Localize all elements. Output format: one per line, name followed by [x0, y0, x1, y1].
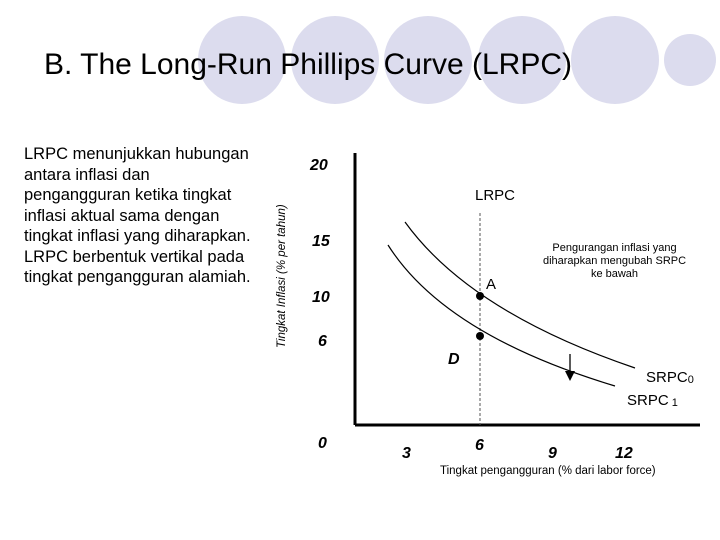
point-d-label: D [448, 351, 460, 368]
lrpc-label: LRPC [475, 187, 515, 204]
srpc1-label: SRPC 1 [627, 392, 678, 409]
x-tick-6: 6 [475, 437, 484, 454]
x-tick-12: 12 [615, 445, 633, 462]
srpc0-label: SRPC0 [646, 369, 694, 386]
x-tick-9: 9 [548, 445, 557, 462]
deco-circle-2 [291, 16, 379, 104]
x-tick-3: 3 [402, 445, 411, 462]
point-a [476, 292, 484, 300]
point-a-label: A [486, 276, 496, 293]
description-text: LRPC menunjukkan hubungan antara inflasi… [24, 145, 251, 286]
y-tick-20: 20 [309, 157, 328, 174]
deco-circle-5 [571, 16, 659, 104]
deco-circle-3 [384, 16, 472, 104]
y-tick-0: 0 [318, 435, 327, 452]
y-tick-6: 6 [318, 333, 327, 350]
deco-circle-6 [664, 34, 716, 86]
slide-title: B. The Long-Run Phillips Curve (LRPC) [44, 48, 573, 81]
deco-circle-4 [478, 16, 566, 104]
y-tick-15: 15 [312, 233, 331, 250]
point-d [476, 332, 484, 340]
x-axis-label: Tingkat pengangguran (% dari labor force… [440, 465, 656, 477]
arrow-head-icon [565, 371, 575, 381]
srpc0-curve [404, 221, 636, 369]
deco-circle-1 [198, 16, 286, 104]
y-tick-10: 10 [312, 289, 330, 306]
annotation-box: Pengurangan inflasi yang diharapkan meng… [538, 242, 691, 286]
